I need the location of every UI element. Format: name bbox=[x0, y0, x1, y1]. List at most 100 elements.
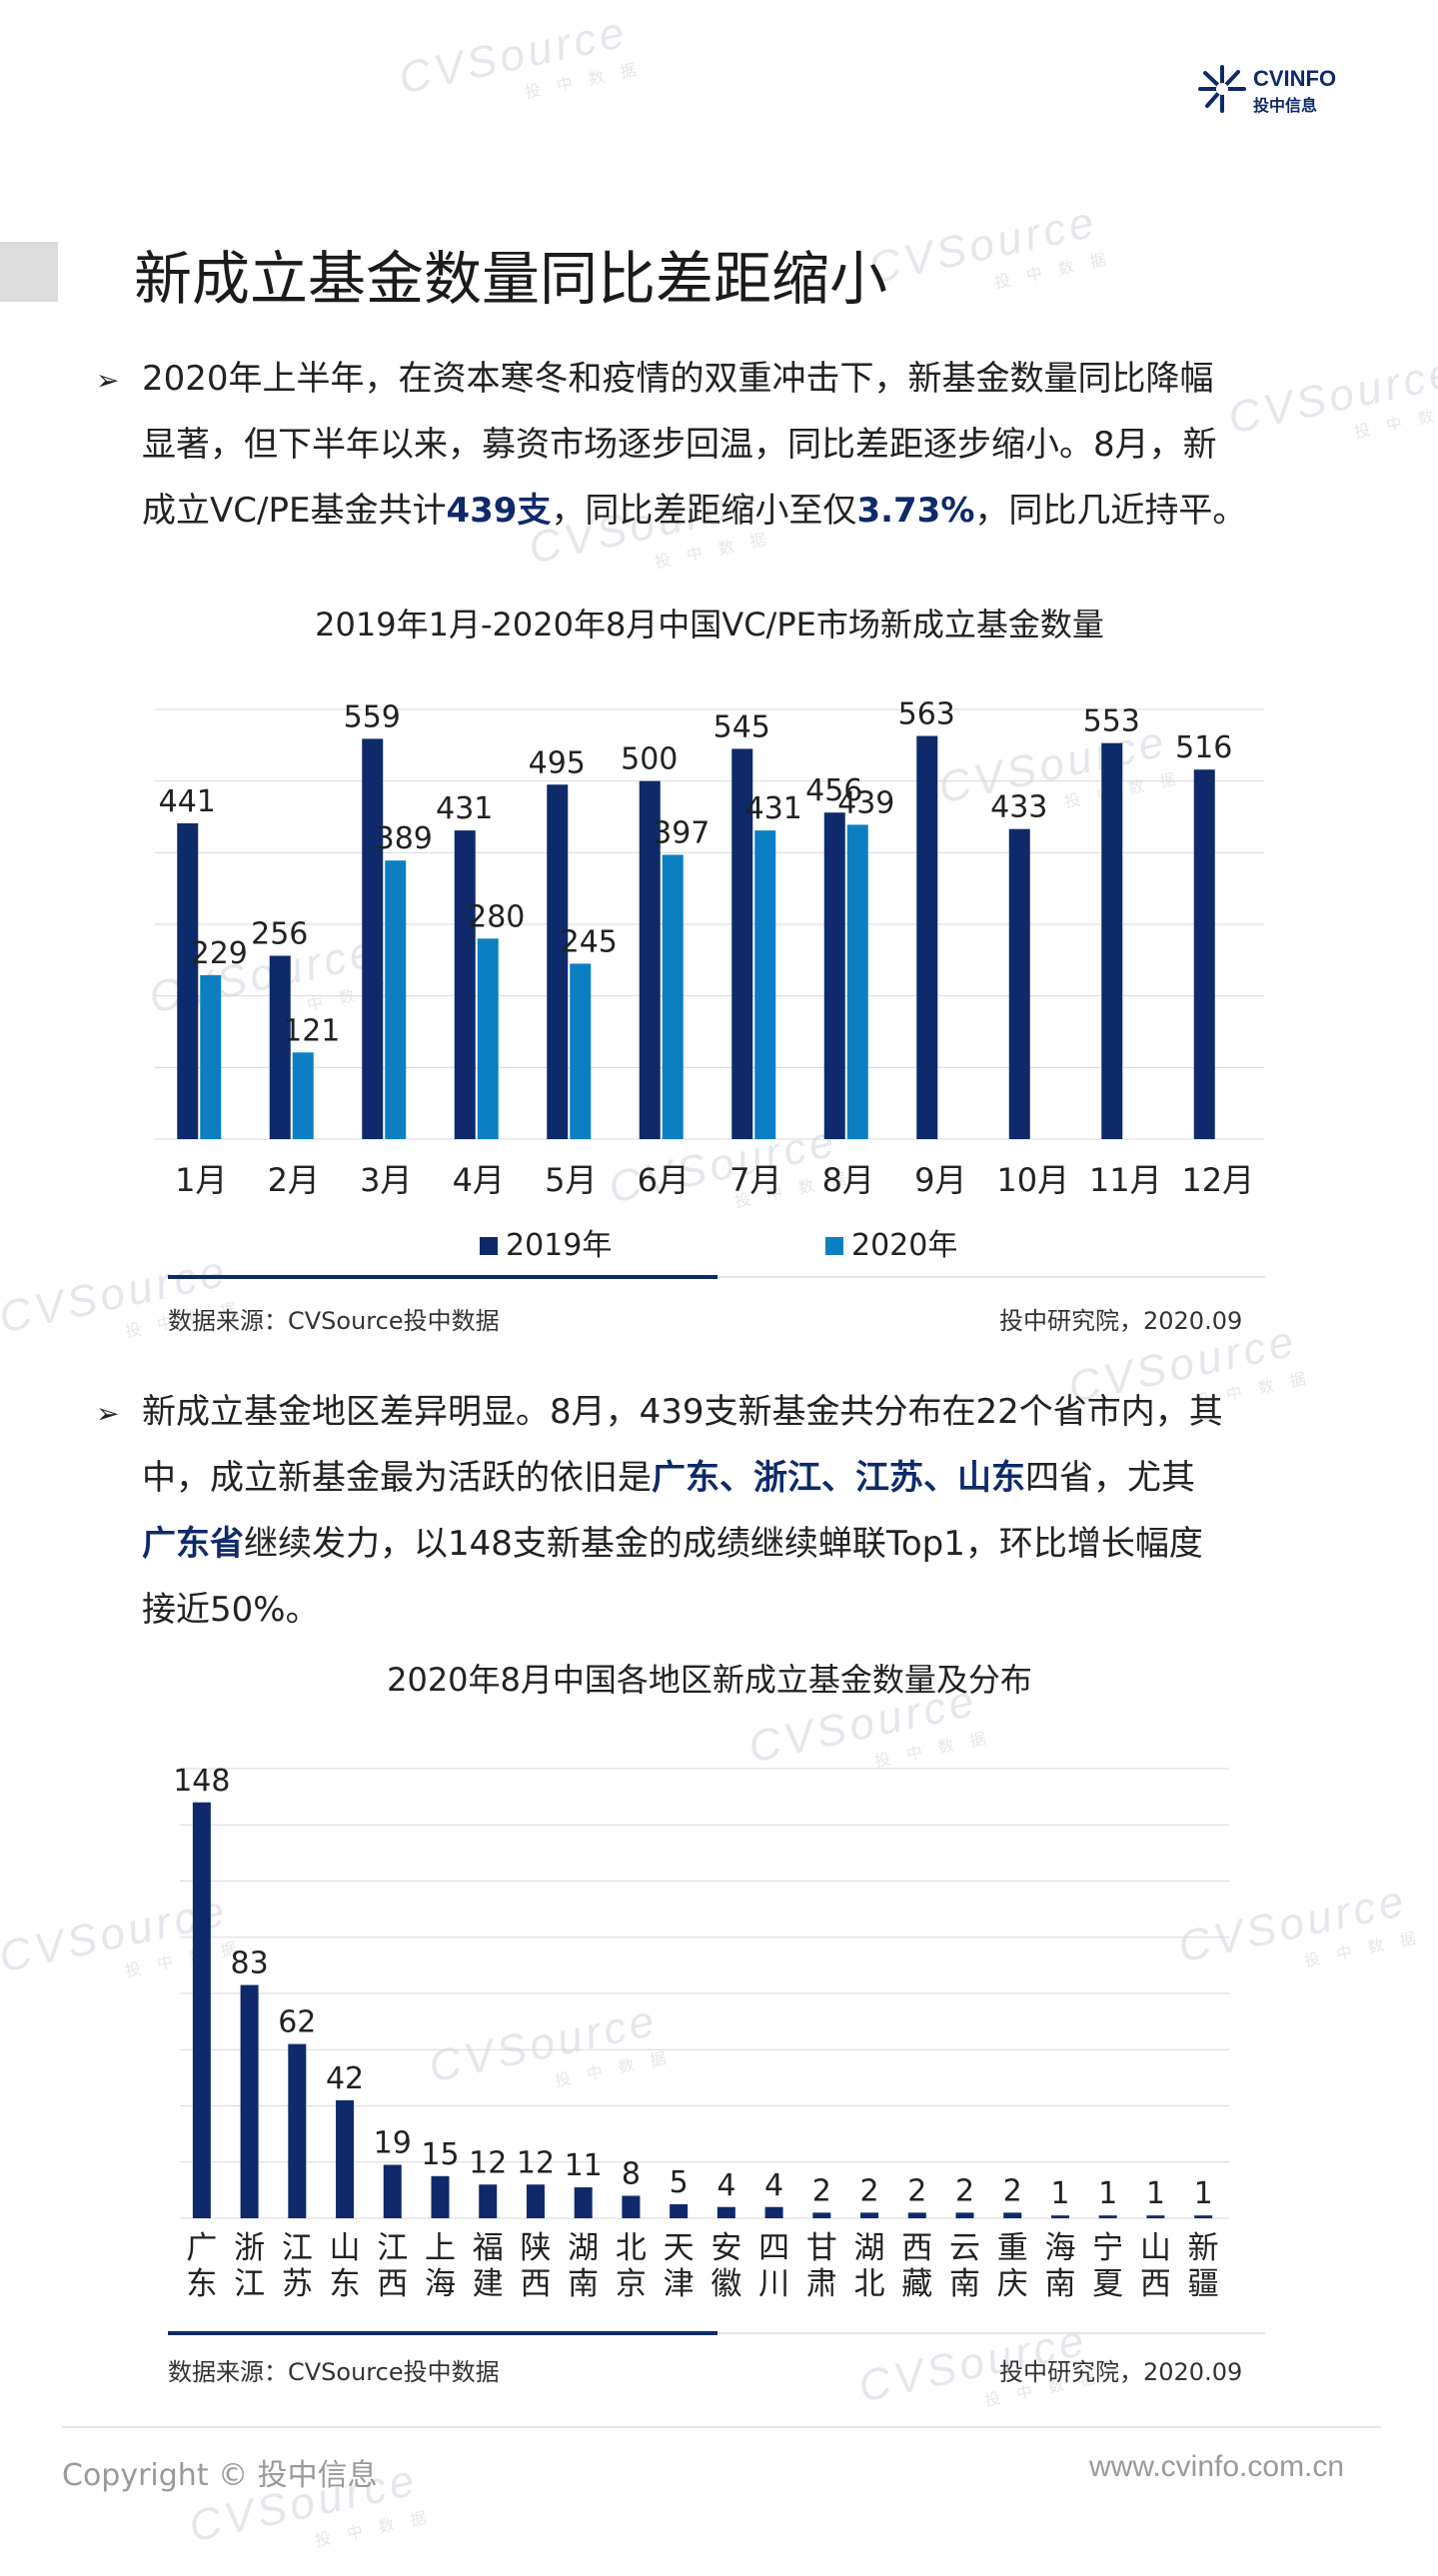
chart2-source: 数据来源：CVSource投中数据 bbox=[168, 2358, 500, 2386]
bar bbox=[1146, 2215, 1165, 2218]
bar bbox=[526, 2184, 545, 2218]
data-label: 12 bbox=[469, 2145, 507, 2180]
bar bbox=[574, 2187, 593, 2218]
data-label: 2 bbox=[955, 2173, 974, 2208]
x-tick-label: 广东 bbox=[186, 2230, 217, 2302]
data-label: 397 bbox=[653, 815, 710, 850]
data-label: 1 bbox=[1194, 2176, 1213, 2211]
data-label: 245 bbox=[561, 924, 618, 959]
highlight-count: 439支 bbox=[446, 491, 552, 531]
data-label: 15 bbox=[421, 2137, 459, 2172]
data-label: 1 bbox=[1050, 2176, 1069, 2211]
bar-2019年 bbox=[639, 780, 661, 1139]
x-tick-label: 四川 bbox=[758, 2230, 789, 2302]
bar-2019年 bbox=[454, 830, 476, 1139]
data-label: 280 bbox=[468, 899, 525, 934]
bar bbox=[622, 2195, 641, 2218]
page-title: 新成立基金数量同比差距缩小 bbox=[134, 245, 888, 313]
data-label: 441 bbox=[159, 784, 216, 819]
bar-2020年 bbox=[570, 963, 592, 1139]
bullet-arrow-icon: ➢ bbox=[96, 364, 120, 397]
data-label: 545 bbox=[714, 709, 770, 744]
bar-2019年 bbox=[269, 955, 291, 1139]
highlight-provinces: 广东、浙江、江苏、山东 bbox=[652, 1458, 1025, 1498]
highlight-guangdong: 广东省 bbox=[142, 1524, 244, 1564]
data-label: 389 bbox=[376, 821, 433, 856]
data-label: 121 bbox=[283, 1013, 340, 1048]
bar bbox=[1050, 2215, 1069, 2218]
bar-2019年 bbox=[916, 735, 938, 1139]
x-tick-label: 江西 bbox=[377, 2230, 408, 2302]
data-label: 11 bbox=[565, 2148, 603, 2183]
x-tick-label: 湖北 bbox=[854, 2230, 885, 2302]
x-tick-label: 9月 bbox=[914, 1161, 966, 1199]
x-tick-label: 7月 bbox=[729, 1161, 781, 1199]
paragraph-line: 新成立基金地区差异明显。8月，439支新基金共分布在22个省市内，其 bbox=[142, 1392, 1223, 1432]
chart1-underline bbox=[168, 1275, 718, 1279]
data-label: 563 bbox=[898, 697, 955, 732]
data-label: 559 bbox=[344, 699, 401, 734]
chart2-title: 2020年8月中国各地区新成立基金数量及分布 bbox=[387, 1661, 1032, 1699]
x-tick-label: 上海 bbox=[425, 2230, 456, 2302]
bar bbox=[288, 2043, 307, 2218]
data-label: 2 bbox=[859, 2173, 878, 2208]
data-label: 5 bbox=[670, 2165, 689, 2200]
bar-2020年 bbox=[846, 824, 868, 1139]
bar-2019年 bbox=[362, 738, 384, 1139]
chart2-note: 投中研究院，2020.09 bbox=[999, 2358, 1243, 2386]
paragraph-1: 2020年上半年，在资本寒冬和疫情的双重冲击下，新基金数量同比降幅 显著，但下半… bbox=[142, 346, 1371, 544]
data-label: 2 bbox=[1003, 2173, 1022, 2208]
paragraph-2: 新成立基金地区差异明显。8月，439支新基金共分布在22个省市内，其 中，成立新… bbox=[142, 1379, 1381, 1643]
x-tick-label: 甘肃 bbox=[806, 2230, 837, 2302]
bar-2019年 bbox=[547, 784, 569, 1139]
chart1-underline-light bbox=[718, 1276, 1265, 1278]
bar bbox=[955, 2212, 974, 2218]
chart2-underline-light bbox=[718, 2332, 1265, 2334]
x-tick-label: 江苏 bbox=[282, 2230, 313, 2302]
x-tick-label: 11月 bbox=[1089, 1161, 1162, 1199]
bar-2019年 bbox=[823, 812, 845, 1139]
bar-2020年 bbox=[662, 854, 684, 1139]
bar-2019年 bbox=[1008, 828, 1030, 1139]
bar bbox=[764, 2206, 783, 2218]
x-tick-label: 1月 bbox=[175, 1161, 227, 1199]
x-tick-label: 4月 bbox=[453, 1161, 505, 1199]
x-tick-label: 山西 bbox=[1140, 2230, 1171, 2302]
footer-url: www.cvinfo.com.cn bbox=[1089, 2450, 1345, 2483]
x-tick-label: 山东 bbox=[330, 2230, 361, 2302]
title-accent-block bbox=[0, 242, 58, 302]
x-tick-label: 福建 bbox=[473, 2230, 504, 2302]
data-label: 1 bbox=[1146, 2176, 1165, 2211]
x-tick-label: 宁夏 bbox=[1092, 2230, 1123, 2302]
cvinfo-logo-icon bbox=[1198, 65, 1246, 113]
paragraph-line: 中，成立新基金最为活跃的依旧是广东、浙江、江苏、山东四省，尤其 bbox=[142, 1458, 1195, 1498]
data-label: 4 bbox=[764, 2168, 783, 2203]
data-label: 42 bbox=[326, 2061, 364, 2096]
data-label: 12 bbox=[517, 2145, 555, 2180]
bar bbox=[192, 1802, 211, 2218]
data-label: 1 bbox=[1098, 2176, 1117, 2211]
data-label: 2 bbox=[812, 2173, 831, 2208]
bar bbox=[860, 2212, 879, 2218]
x-tick-label: 浙江 bbox=[234, 2230, 265, 2302]
data-label: 229 bbox=[191, 936, 248, 971]
paragraph-line: 2020年上半年，在资本寒冬和疫情的双重冲击下，新基金数量同比降幅 bbox=[142, 359, 1214, 399]
chart1-note: 投中研究院，2020.09 bbox=[999, 1307, 1243, 1335]
x-tick-label: 天津 bbox=[664, 2230, 695, 2302]
chart1-title: 2019年1月-2020年8月中国VC/PE市场新成立基金数量 bbox=[315, 606, 1104, 644]
legend-swatch bbox=[825, 1237, 843, 1255]
bar-2019年 bbox=[1193, 769, 1215, 1139]
bar-2020年 bbox=[477, 938, 499, 1139]
data-label: 500 bbox=[621, 742, 678, 777]
bar bbox=[717, 2206, 735, 2218]
bar bbox=[240, 1984, 259, 2218]
x-tick-label: 湖南 bbox=[568, 2230, 599, 2302]
data-label: 19 bbox=[374, 2126, 412, 2161]
data-label: 553 bbox=[1083, 704, 1140, 739]
data-label: 2 bbox=[907, 2173, 926, 2208]
highlight-percent: 3.73% bbox=[856, 491, 975, 531]
legend-label: 2020年 bbox=[851, 1228, 957, 1263]
x-tick-label: 3月 bbox=[360, 1161, 412, 1199]
data-label: 431 bbox=[436, 791, 493, 826]
